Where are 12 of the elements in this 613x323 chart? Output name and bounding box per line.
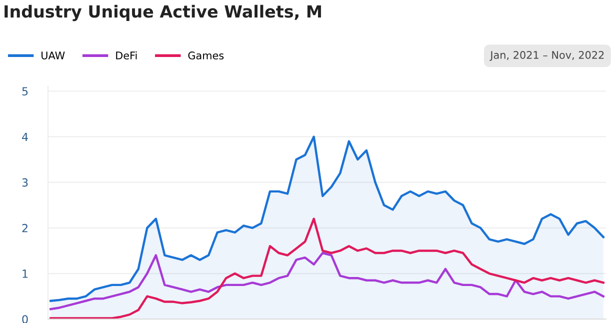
y-tick-label: 2: [22, 224, 28, 232]
line-series: [50, 218, 604, 320]
legend-label: UAW: [42, 52, 65, 60]
legend-label: DeFi: [116, 51, 137, 60]
line-series: [50, 252, 604, 310]
y-tick-label: 5: [22, 87, 28, 96]
y-tick-label: 4: [22, 132, 28, 141]
text: Jan, 2021 – Nov, 2022: [490, 51, 604, 61]
chart-title: Industry Unique Active Wallets, M: [4, 4, 321, 22]
legend-label: Games: [188, 52, 224, 60]
y-tick-label: 3: [22, 178, 28, 187]
y-tick-label: 1: [22, 270, 28, 278]
